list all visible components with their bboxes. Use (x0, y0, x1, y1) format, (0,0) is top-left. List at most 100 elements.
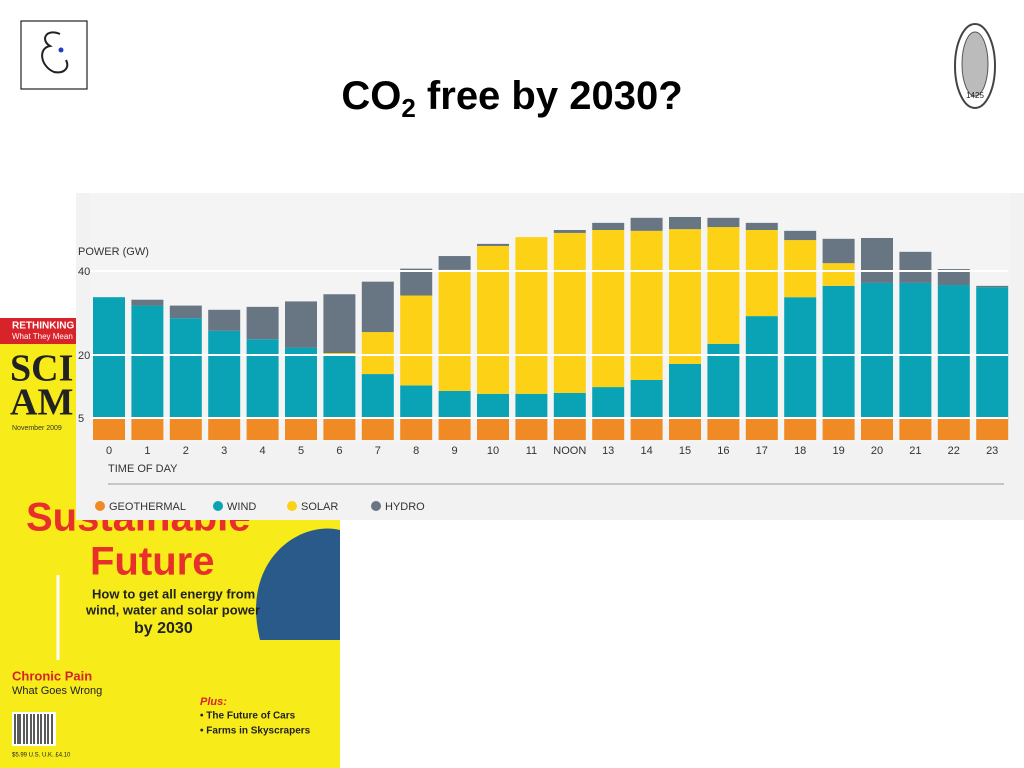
bar-segment (822, 285, 855, 419)
bar-segment (285, 347, 317, 419)
deck: wind, water and solar power (85, 602, 260, 617)
bar-segment (361, 419, 394, 440)
bar-segment (822, 263, 855, 286)
bar-segment (707, 419, 740, 440)
bar-segment (438, 256, 471, 270)
x-tick-label: 1 (144, 445, 150, 457)
bar-segment (669, 419, 701, 440)
bar-segment (438, 390, 471, 419)
story-sub: What Goes Wrong (12, 685, 102, 697)
x-tick-label: 22 (948, 445, 960, 457)
banner: RETHINKING (12, 321, 74, 332)
plus-item: • Farms in Skyscrapers (200, 726, 311, 737)
x-axis-label: TIME OF DAY (108, 463, 178, 475)
bar-segment (169, 305, 202, 319)
legend-swatch (371, 501, 381, 511)
bar-segment (323, 294, 356, 354)
bar-segment (745, 230, 778, 317)
bar-segment (784, 297, 817, 419)
x-tick-label: 4 (260, 445, 266, 457)
bar-segment (361, 332, 394, 375)
x-tick-label: 14 (640, 445, 652, 457)
bar-segment (630, 379, 663, 419)
logo-dot (58, 47, 64, 53)
bar-segment (400, 419, 433, 440)
x-tick-label: 3 (221, 445, 227, 457)
price: $5.99 U.S. U.K. £4.10 (12, 753, 71, 759)
bar-segment (208, 419, 241, 440)
bar-segment (669, 363, 701, 419)
issue-date: November 2009 (12, 425, 62, 432)
y-tick-label: 5 (78, 413, 84, 425)
bar-segment (515, 237, 548, 394)
bar-segment (131, 305, 164, 419)
bar-segment (400, 295, 433, 386)
bar-segment (477, 393, 509, 419)
bar-segment (976, 285, 1009, 288)
bar-segment (477, 245, 509, 394)
headline: Future (90, 540, 214, 584)
plus: Plus: (200, 696, 227, 708)
bar-segment (438, 419, 471, 440)
bar-segment (477, 243, 509, 246)
bar-segment (361, 281, 394, 333)
bar-segment (93, 297, 125, 419)
marks (93, 216, 1009, 440)
bar-segment (285, 301, 317, 348)
bar-segment (131, 419, 164, 440)
bar-segment (669, 229, 701, 364)
bar-segment (899, 419, 932, 440)
legend-swatch (213, 501, 223, 511)
bar-segment (361, 374, 394, 419)
x-tick-label: 7 (375, 445, 381, 457)
logo (20, 20, 88, 90)
bar-segment (246, 306, 279, 340)
bar-segment (937, 285, 970, 419)
legend-label: WIND (227, 501, 256, 513)
bar-segment (553, 419, 586, 440)
bar-segment (169, 419, 202, 440)
bar-segment (784, 419, 817, 440)
legend-swatch (95, 501, 105, 511)
deck: How to get all energy from (92, 586, 255, 601)
bar-segment (169, 318, 202, 419)
bar-segment (745, 419, 778, 440)
bar-segment (707, 217, 740, 228)
bar-segment (861, 282, 893, 419)
bar-segment (707, 343, 740, 419)
seal-inner (961, 31, 989, 97)
x-tick-label: 11 (526, 445, 537, 457)
bar-segment (899, 282, 932, 419)
bar-segment (93, 419, 125, 440)
bar-segment (438, 269, 471, 391)
masthead: AM (10, 382, 73, 424)
bar-segment (246, 339, 279, 419)
bar-segment (515, 393, 548, 419)
x-tick-label: 20 (871, 445, 883, 457)
bar-segment (592, 230, 625, 388)
bar-segment (976, 419, 1009, 440)
legend-label: HYDRO (385, 501, 425, 513)
bar-segment (937, 419, 970, 440)
bar-segment (745, 222, 778, 230)
x-tick-label: 19 (832, 445, 844, 457)
legend-label: GEOTHERMAL (109, 501, 186, 513)
barcode-lines (14, 714, 53, 744)
bar-segment (323, 419, 356, 440)
title-subscript: 2 (401, 93, 415, 123)
x-tick-label: 13 (602, 445, 614, 457)
overlay: 0 1 2 3 4 5 6 7 8 9 10 11 NOON 13 14 15 16 17 18 19 20 21 22 23… (78, 266, 1008, 513)
deck: by 2030 (134, 620, 193, 637)
bar-segment (630, 217, 663, 231)
x-tick-label: NOON (553, 445, 586, 457)
x-tick-label: 0 (106, 445, 112, 457)
seal-text: 1425 (966, 91, 984, 100)
bar-segment (553, 230, 586, 233)
logo-glyph (41, 31, 69, 74)
y-tick-label: 40 (78, 266, 90, 278)
bar-segment (246, 419, 279, 440)
bar-segment (400, 268, 433, 296)
title-part: CO (341, 74, 401, 118)
bar-segment (592, 222, 625, 230)
x-tick-label: 23 (986, 445, 998, 457)
